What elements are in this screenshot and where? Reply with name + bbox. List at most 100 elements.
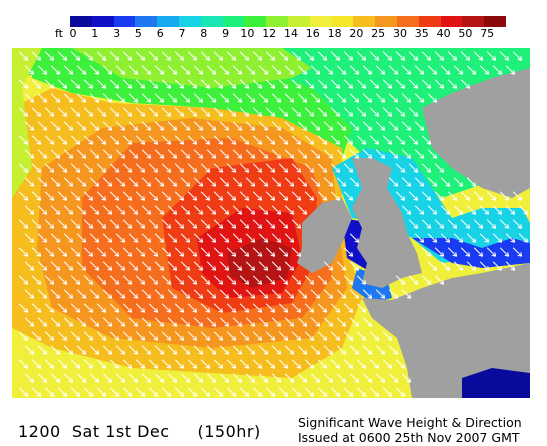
wave-direction-arrow <box>427 93 438 103</box>
wave-direction-arrow <box>239 219 250 229</box>
wave-direction-arrow <box>167 177 178 187</box>
wave-direction-arrow <box>505 65 516 75</box>
wave-direction-arrow <box>154 93 165 103</box>
wave-direction-arrow <box>317 51 328 61</box>
wave-direction-arrow <box>167 233 178 243</box>
wave-direction-arrow <box>193 205 204 215</box>
wave-direction-arrow <box>76 373 87 383</box>
wave-direction-arrow <box>141 205 152 215</box>
wave-direction-arrow <box>408 107 419 117</box>
wave-direction-arrow <box>323 149 334 159</box>
wave-direction-arrow <box>271 177 282 187</box>
wave-direction-arrow <box>492 205 503 215</box>
wave-direction-arrow <box>219 121 230 131</box>
wave-direction-arrow <box>102 317 113 327</box>
wave-direction-arrow <box>109 51 120 61</box>
legend-tick: 5 <box>134 27 142 40</box>
wave-direction-arrow <box>219 233 230 243</box>
wave-direction-arrow <box>343 51 354 61</box>
wave-direction-arrow <box>336 149 347 159</box>
wave-direction-arrow <box>154 205 165 215</box>
wave-direction-arrow <box>109 303 120 313</box>
wave-direction-arrow <box>180 289 191 299</box>
wave-direction-arrow <box>226 163 237 173</box>
wave-direction-arrow <box>180 65 191 75</box>
wave-direction-arrow <box>83 247 94 257</box>
wave-direction-arrow <box>63 205 74 215</box>
wave-direction-arrow <box>96 163 107 173</box>
wave-direction-arrow <box>187 51 198 61</box>
wave-direction-arrow <box>473 51 484 61</box>
wave-direction-arrow <box>193 233 204 243</box>
wave-direction-arrow <box>239 79 250 89</box>
wave-direction-arrow <box>226 135 237 145</box>
wave-direction-arrow <box>434 191 445 201</box>
wave-direction-arrow <box>96 247 107 257</box>
wave-direction-arrow <box>57 135 68 145</box>
wave-direction-arrow <box>401 289 412 299</box>
wave-direction-arrow <box>284 177 295 187</box>
wave-direction-arrow <box>505 205 516 215</box>
wave-direction-arrow <box>141 177 152 187</box>
wave-map <box>12 48 530 398</box>
wave-direction-arrow <box>24 149 35 159</box>
wave-direction-arrow <box>297 121 308 131</box>
wave-direction-arrow <box>323 373 334 383</box>
wave-direction-arrow <box>388 289 399 299</box>
wave-direction-arrow <box>349 317 360 327</box>
wave-direction-arrow <box>252 247 263 257</box>
wave-direction-arrow <box>297 177 308 187</box>
wave-direction-arrow <box>486 219 497 229</box>
wave-direction-arrow <box>57 219 68 229</box>
wave-direction-arrow <box>336 317 347 327</box>
wave-direction-arrow <box>200 79 211 89</box>
wave-direction-arrow <box>479 205 490 215</box>
wave-direction-arrow <box>141 121 152 131</box>
wave-direction-arrow <box>200 163 211 173</box>
wave-direction-arrow <box>63 93 74 103</box>
wave-direction-arrow <box>252 79 263 89</box>
wave-direction-arrow <box>76 149 87 159</box>
wave-direction-arrow <box>174 135 185 145</box>
wave-direction-arrow <box>70 79 81 89</box>
wave-map-svg <box>12 48 530 398</box>
wave-direction-arrow <box>57 191 68 201</box>
wave-direction-arrow <box>187 219 198 229</box>
wave-direction-arrow <box>349 93 360 103</box>
wave-direction-arrow <box>102 121 113 131</box>
coastal-zone-north-sea <box>412 238 530 268</box>
wave-direction-arrow <box>161 303 172 313</box>
wave-direction-arrow <box>486 51 497 61</box>
wave-direction-arrow <box>24 121 35 131</box>
wave-direction-arrow <box>167 345 178 355</box>
wave-direction-arrow <box>291 219 302 229</box>
wave-direction-arrow <box>193 345 204 355</box>
wave-direction-arrow <box>401 65 412 75</box>
wave-direction-arrow <box>83 219 94 229</box>
legend-swatch <box>200 16 224 27</box>
wave-direction-arrow <box>226 51 237 61</box>
wave-direction-arrow <box>310 121 321 131</box>
wave-direction-arrow <box>187 359 198 369</box>
wave-direction-arrow <box>317 79 328 89</box>
wave-direction-arrow <box>213 163 224 173</box>
wave-direction-arrow <box>57 387 68 397</box>
wave-direction-arrow <box>44 219 55 229</box>
wave-direction-arrow <box>128 345 139 355</box>
wave-direction-arrow <box>24 317 35 327</box>
wave-direction-arrow <box>291 387 302 397</box>
wave-direction-arrow <box>323 289 334 299</box>
wave-direction-arrow <box>135 387 146 397</box>
wave-direction-arrow <box>427 233 438 243</box>
wave-direction-arrow <box>193 289 204 299</box>
wave-direction-arrow <box>135 163 146 173</box>
wave-direction-arrow <box>200 387 211 397</box>
wave-direction-arrow <box>83 275 94 285</box>
wave-direction-arrow <box>499 191 510 201</box>
wave-direction-arrow <box>304 331 315 341</box>
wave-direction-arrow <box>375 373 386 383</box>
wave-direction-arrow <box>96 51 107 61</box>
wave-direction-arrow <box>388 345 399 355</box>
wave-direction-arrow <box>70 135 81 145</box>
wave-direction-arrow <box>291 247 302 257</box>
